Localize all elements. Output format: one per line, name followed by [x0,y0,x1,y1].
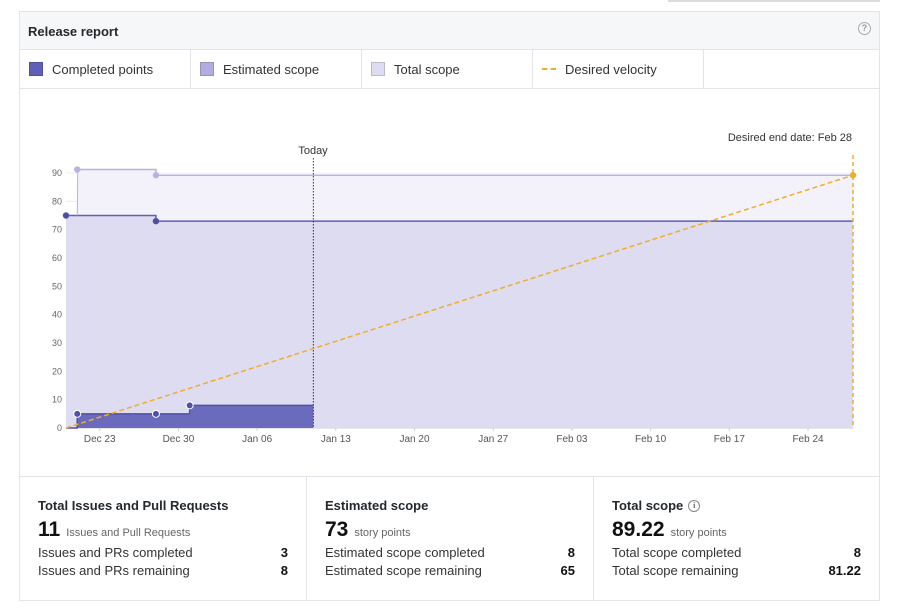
y-tick-label: 10 [52,395,62,405]
stat-row: Total scope remaining 81.22 [612,563,861,578]
legend-estimated-scope[interactable]: Estimated scope [191,50,362,88]
scope-connector-line [76,169,79,216]
release-burnup-chart: 0 10 20 30 40 50 60 70 80 90 Today Desired end date… [52,132,857,445]
completed-points-swatch-icon [29,62,43,76]
x-tick-label: Jan 20 [400,434,430,445]
completed-points-point [73,409,82,418]
x-tick-label: Feb 03 [556,434,588,445]
stat-unit: Issues and Pull Requests [66,527,191,539]
stat-estimated-scope: Estimated scope 73 story points Estimate… [307,477,594,601]
x-tick-label: Feb 17 [714,434,746,445]
estimated-scope-point [152,217,160,225]
stat-issues-prs: Total Issues and Pull Requests 11 Issues… [20,477,307,601]
y-tick-label: 60 [52,253,62,263]
stat-value: 89.22 [612,518,665,541]
completed-points-point [151,409,160,418]
legend-total-scope[interactable]: Total scope [362,50,533,88]
stat-unit: story points [354,527,411,539]
stat-total-scope: Total scope i 89.22 story points Total s… [594,477,879,601]
completed-points-area [66,405,314,428]
y-tick-label: 0 [57,423,62,433]
legend-label: Total scope [394,61,460,77]
y-tick-label: 50 [52,281,62,291]
stat-row-value: 81.22 [828,563,861,578]
stat-title: Total Issues and Pull Requests [38,498,229,513]
y-tick-label: 80 [52,196,62,206]
total-scope-line [77,168,853,176]
y-tick-label: 90 [52,168,62,178]
estimated-scope-point [62,212,70,219]
legend-label: Estimated scope [223,61,320,77]
stat-value: 11 [38,518,61,541]
stats-section: Total Issues and Pull Requests 11 Issues… [20,476,879,601]
stat-row: Estimated scope completed 8 [325,545,575,560]
stat-row: Total scope completed 8 [612,545,861,560]
legend-label: Desired velocity [565,61,657,77]
stat-title-wrap: Total scope i [612,498,861,513]
stat-title: Total scope [612,498,684,513]
total-scope-swatch-icon [371,62,385,76]
legend-label: Completed points [52,61,154,77]
stat-row-label: Issues and PRs completed [38,545,193,560]
today-label: Today [298,145,328,157]
legend-desired-velocity[interactable]: Desired velocity [533,50,704,88]
stat-row-value: 8 [853,545,861,560]
stat-row-label: Issues and PRs remaining [38,563,190,578]
stat-row-label: Estimated scope remaining [325,563,482,578]
total-scope-point [152,172,160,179]
x-tick-label: Jan 13 [321,434,351,445]
x-tick-label: Feb 10 [635,434,667,445]
stat-title: Estimated scope [325,498,429,513]
top-divider [668,0,880,2]
y-tick-label: 40 [52,310,62,320]
x-tick-label: Jan 06 [242,434,272,445]
stat-row-value: 65 [560,563,575,578]
y-tick-label: 30 [52,338,62,348]
desired-velocity-line [65,174,854,429]
completed-points-point [185,401,194,410]
chart-legend: Completed points Estimated scope Total s… [20,50,879,89]
x-tick-label: Dec 30 [163,434,195,445]
stat-row: Issues and PRs remaining 8 [38,563,288,578]
y-tick-label: 20 [52,366,62,376]
info-circle-icon[interactable]: i [688,499,701,512]
desired-velocity-point [849,172,857,179]
stat-row-value: 8 [567,545,575,560]
dashed-line-icon [542,68,556,70]
stat-row-value: 8 [280,563,288,578]
x-tick-label: Jan 27 [478,434,508,445]
x-tick-label: Feb 24 [792,434,824,445]
y-tick-label: 70 [52,225,62,235]
stat-row-value: 3 [280,545,288,560]
stat-row: Issues and PRs completed 3 [38,545,288,560]
release-report-panel: Release report ? Completed points Estima… [19,11,880,601]
panel-header: Release report ? [20,12,879,50]
stat-value: 73 [325,518,349,541]
desired-end-date-label: Desired end date: Feb 28 [728,132,852,144]
question-circle-icon[interactable]: ? [858,22,871,35]
stat-row-label: Estimated scope completed [325,545,485,560]
legend-completed-points[interactable]: Completed points [20,50,191,88]
total-scope-point [74,166,81,173]
stat-unit: story points [670,527,727,539]
estimated-scope-area [66,215,853,428]
stat-row-label: Total scope completed [612,545,742,560]
stat-row: Estimated scope remaining 65 [325,563,575,578]
estimated-scope-swatch-icon [200,62,214,76]
stat-row-label: Total scope remaining [612,563,739,578]
x-tick-label: Dec 23 [84,434,116,445]
panel-title: Release report [28,24,119,39]
